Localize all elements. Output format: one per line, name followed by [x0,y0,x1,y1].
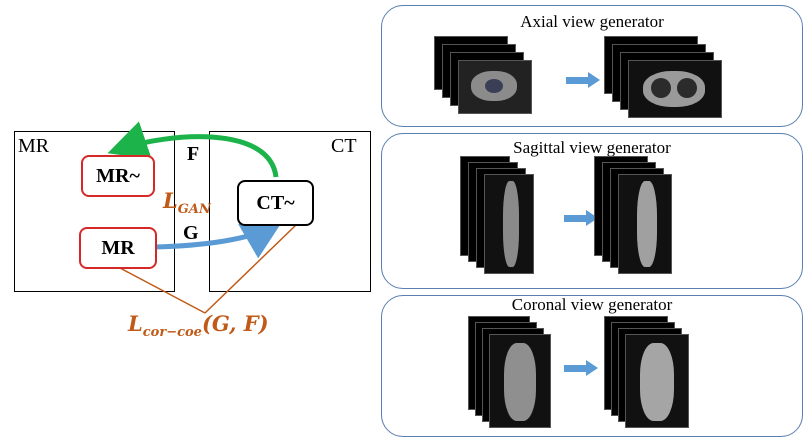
axial-input-slice-4 [458,60,532,114]
coronal-output-slice-4 [625,334,689,428]
f-arrow [107,121,279,178]
coronal-arrow [564,360,600,376]
g-label: G [183,222,199,244]
axial-arrow [566,72,602,88]
loss-line-mr [119,267,206,314]
ct-tilde-node: CT~ [237,180,314,226]
coronal-panel-title: Coronal view generator [511,295,673,314]
mr-node: MR [79,227,157,269]
mr-tilde-node: MR~ [81,155,155,197]
f-label: F [187,143,200,165]
ct-domain-label: CT [331,135,357,157]
sagittal-panel-title: Sagittal view generator [513,138,671,157]
cor-coe-loss-label: Lcor−coe(G, F) [128,311,269,340]
axial-panel: Axial view generator [381,5,803,127]
mr-domain-label: MR [18,135,50,157]
ct-domain-box [209,131,371,292]
axial-panel-title: Axial view generator [520,12,664,31]
gan-loss-label: LGAN [163,188,211,217]
cor-loss-main: L [128,311,143,336]
coronal-input-slice-4 [489,334,551,428]
gan-loss-sub: GAN [177,202,211,218]
loss-line-ct [204,224,297,314]
cor-loss-args: (G, F) [201,311,269,336]
sagittal-panel: Sagittal view generator [381,133,803,289]
cycle-arrows [107,121,297,314]
axial-output-slice-4 [628,60,722,118]
cor-loss-sub: cor−coe [142,325,202,341]
gan-loss-main: L [163,188,178,213]
coronal-panel: Coronal view generator [381,295,803,437]
g-arrow [153,220,283,259]
sagittal-input-slice-4 [484,174,534,274]
sagittal-output-slice-4 [618,174,672,274]
